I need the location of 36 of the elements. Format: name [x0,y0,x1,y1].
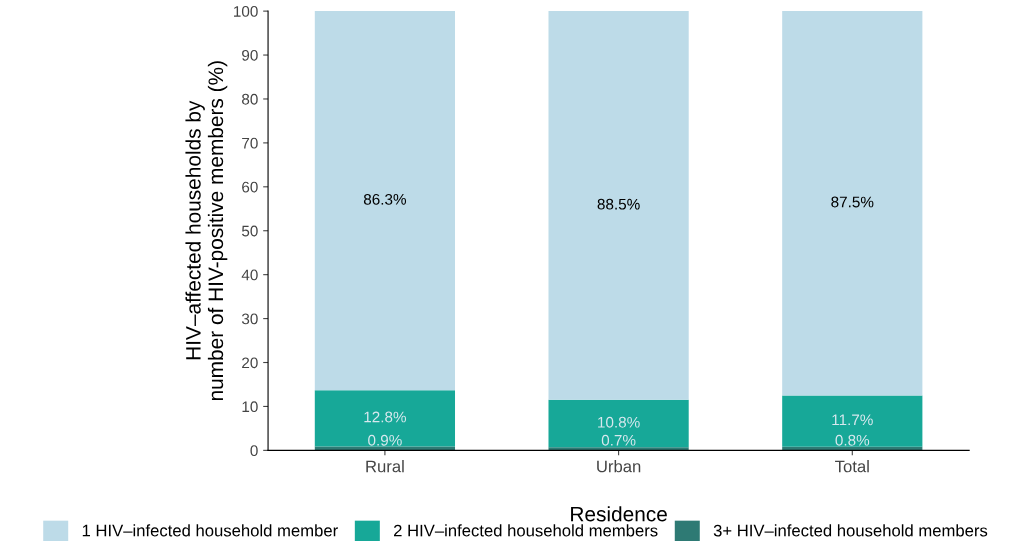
y-tick-label: 20 [242,357,258,369]
data-label: 87.5% [831,196,874,208]
y-tick-label: 90 [242,49,258,61]
x-axis-title: Residence [571,506,667,522]
data-label: 12.8% [364,411,407,423]
legend-label: 1 HIV–infected household member [82,524,338,537]
y-tick-label: 30 [241,313,258,325]
data-label: 10.8% [598,416,640,428]
bar [314,390,456,447]
data-label: 86.3% [363,193,407,205]
y-tick-label: 80 [242,93,258,105]
y-tick-label: 40 [241,269,258,281]
data-label: 0.7% [601,434,636,446]
y-tick-label: 0 [250,445,258,457]
bar [548,11,689,400]
data-label: 0.8% [835,434,870,446]
legend-label: 2 HIV–infected household members [394,524,658,537]
data-label: 11.7% [832,414,873,426]
bar [314,446,456,451]
bar [548,447,689,451]
bar [548,399,689,448]
bar [782,395,923,447]
x-tick-label: Rural [366,460,404,473]
x-tick-label: Urban [597,460,641,473]
y-tick-label: 100 [234,5,258,17]
data-label: 88.5% [597,198,640,210]
legend-label: 3+ HIV–infected household members [713,524,988,537]
y-axis-title: HIV–affected households by number of HIV-positive members (%) [185,61,228,401]
y-tick-label: 60 [242,181,258,193]
y-tick-label: 10 [242,401,258,413]
bar [782,11,923,396]
x-tick-label: Total [835,460,869,473]
y-tick-label: 50 [241,225,258,237]
y-tick-label: 70 [242,137,258,149]
data-label: 0.9% [368,434,402,446]
bar [314,11,456,391]
